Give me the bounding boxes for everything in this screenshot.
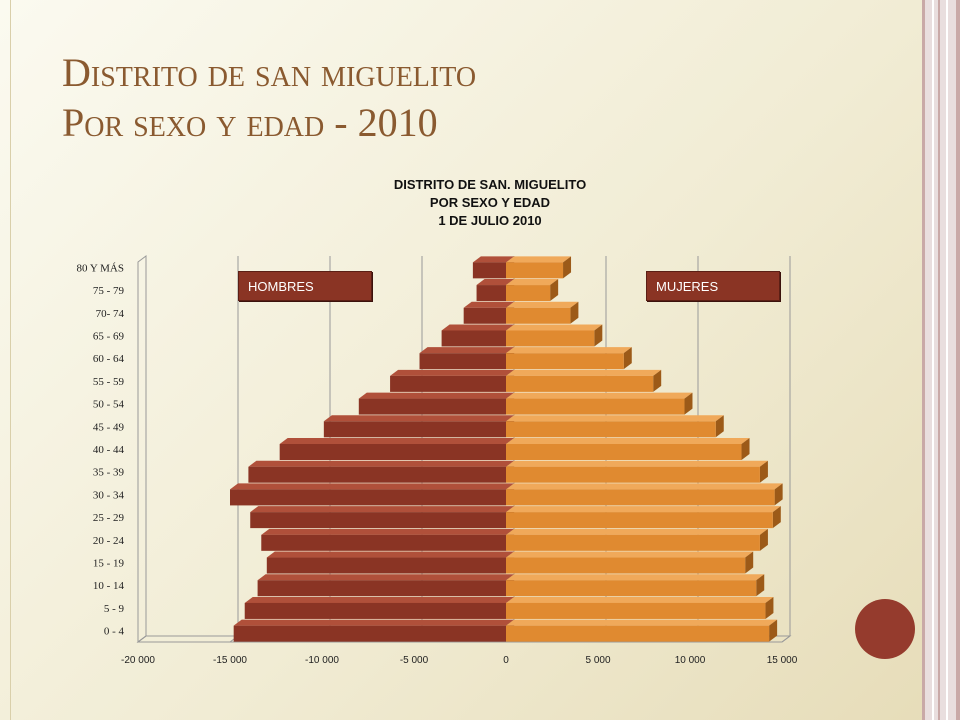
bar-hombres	[279, 438, 514, 460]
bar-mujeres	[506, 574, 765, 597]
y-tick-label: 35 - 39	[93, 467, 125, 479]
bar-hombres	[248, 460, 514, 483]
y-tick-label: 40 - 44	[93, 444, 125, 456]
slide-title-line-1: Distrito de san miguelito	[62, 50, 477, 95]
bar-mujeres	[506, 596, 774, 619]
bar-mujeres	[506, 347, 632, 370]
x-tick-label: -20 000	[121, 655, 155, 666]
y-tick-label: 50 - 54	[93, 399, 125, 411]
decorative-circle	[855, 599, 915, 659]
y-tick-label: 75 - 79	[93, 285, 125, 297]
chart-title-line-1: DISTRITO DE SAN. MIGUELITO	[393, 177, 587, 192]
bar-mujeres	[506, 528, 768, 551]
chart-side-wall	[137, 255, 147, 643]
bar-hombres	[261, 528, 514, 551]
bar-mujeres	[506, 256, 572, 279]
x-tick-label: 5 000	[585, 655, 610, 666]
y-tick-label: 10 - 14	[93, 580, 125, 592]
bar-hombres	[250, 506, 515, 529]
x-tick-label: 10 000	[675, 655, 706, 666]
women-label-box: MUJERES	[646, 271, 780, 301]
bar-mujeres	[506, 415, 724, 438]
x-tick-label: -5 000	[400, 655, 429, 666]
bar-hombres	[358, 392, 514, 415]
x-tick-label: 0	[503, 655, 509, 666]
y-tick-label: 60 - 64	[93, 353, 125, 365]
bar-hombres	[230, 483, 514, 506]
bar-hombres	[441, 324, 514, 347]
y-tick-label: 20 - 24	[93, 535, 125, 547]
x-tick-label: -15 000	[213, 655, 247, 666]
y-tick-label: 5 - 9	[104, 603, 125, 615]
bar-mujeres	[506, 369, 662, 392]
bar-hombres	[257, 574, 514, 597]
bar-mujeres	[506, 460, 768, 483]
chart-title: DISTRITO DE SAN. MIGUELITO POR SEXO Y ED…	[300, 176, 680, 230]
y-tick-label: 55 - 59	[93, 376, 125, 388]
y-tick-label: 70- 74	[96, 308, 125, 320]
left-border-line	[10, 0, 11, 720]
slide-title: Distrito de san miguelito Por sexo y eda…	[62, 48, 476, 148]
bar-mujeres	[506, 438, 750, 460]
y-tick-label: 30 - 34	[93, 489, 125, 501]
bar-mujeres	[506, 301, 579, 324]
slide-title-line-2: Por sexo y edad - 2010	[62, 100, 438, 145]
y-tick-label: 0 - 4	[104, 626, 125, 638]
bar-hombres	[419, 347, 514, 370]
chart-title-line-2: POR SEXO Y EDAD	[429, 195, 551, 210]
right-decorative-band	[922, 0, 960, 720]
bar-hombres	[244, 596, 514, 619]
bar-hombres	[266, 551, 514, 574]
gridline-floor	[137, 635, 147, 643]
y-tick-label: 15 - 19	[93, 558, 125, 570]
bar-hombres	[233, 619, 514, 642]
bar-mujeres	[506, 483, 783, 506]
chart-title-line-3: 1 DE JULIO 2010	[438, 213, 542, 228]
bar-mujeres	[506, 619, 778, 642]
y-tick-label: 45 - 49	[93, 421, 125, 433]
x-tick-label: -10 000	[305, 655, 339, 666]
bar-mujeres	[506, 506, 781, 529]
bar-hombres	[323, 415, 514, 438]
bar-mujeres	[506, 324, 603, 347]
x-tick-label: 15 000	[767, 655, 798, 666]
bar-mujeres	[506, 279, 559, 302]
y-tick-label: 25 - 29	[93, 512, 125, 524]
y-tick-label: 65 - 69	[93, 330, 125, 342]
bar-mujeres	[506, 551, 754, 574]
bar-hombres	[390, 369, 514, 392]
gridline-floor	[781, 635, 791, 643]
bar-mujeres	[506, 392, 693, 415]
men-label-box: HOMBRES	[238, 271, 372, 301]
y-tick-label: 80 Y MÁS	[77, 262, 124, 274]
